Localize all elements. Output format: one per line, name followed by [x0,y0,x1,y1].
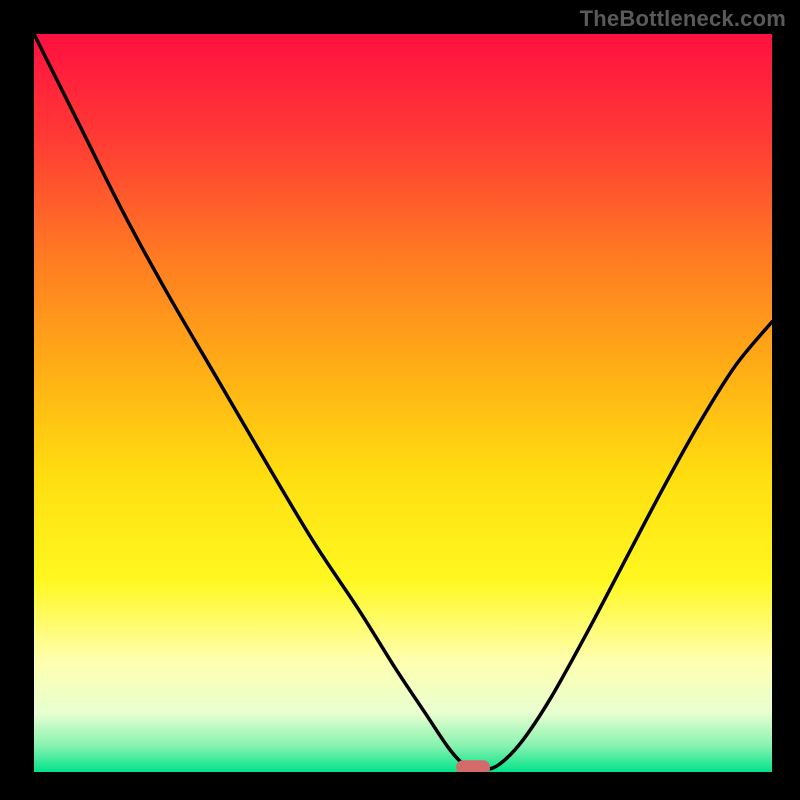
plot-area [34,34,772,772]
watermark-label: TheBottleneck.com [580,6,786,32]
plot-svg [34,34,772,772]
chart-stage: TheBottleneck.com [0,0,800,800]
minimum-marker [456,760,490,772]
gradient-background [34,34,772,772]
